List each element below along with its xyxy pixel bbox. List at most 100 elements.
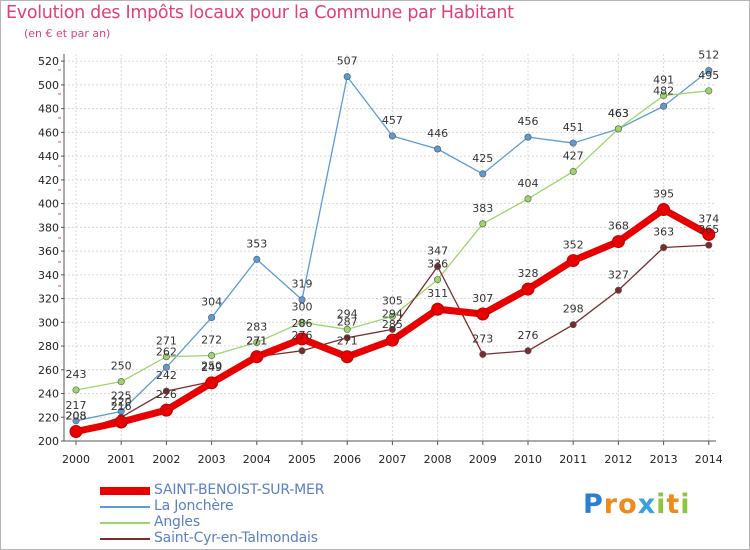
data-point-1: [72, 417, 80, 425]
data-point-1: [479, 170, 487, 178]
data-label-0: 216: [111, 400, 132, 413]
data-label-1: 425: [472, 152, 493, 165]
data-label-3: 276: [518, 329, 539, 342]
data-point-0: [250, 350, 264, 364]
data-point-3: [162, 387, 170, 395]
data-point-0: [431, 302, 445, 316]
data-label-0: 249: [201, 361, 222, 374]
x-tick-label: 2005: [288, 453, 316, 466]
x-tick-label: 2003: [198, 453, 226, 466]
data-point-0: [159, 403, 173, 417]
x-tick-label: 2007: [378, 453, 406, 466]
data-label-2: 243: [66, 368, 87, 381]
y-tick-label: 500: [38, 79, 59, 92]
data-label-1: 262: [156, 345, 177, 358]
data-point-0: [69, 425, 83, 439]
data-label-3: 242: [156, 369, 177, 382]
data-point-2: [705, 87, 713, 95]
data-point-1: [162, 363, 170, 371]
data-point-0: [205, 376, 219, 390]
y-tick-label: 200: [38, 435, 59, 448]
data-label-2: 463: [608, 107, 629, 120]
data-label-0: 395: [653, 188, 674, 201]
data-label-0: 311: [427, 287, 448, 300]
data-label-2: 305: [382, 294, 403, 307]
data-point-2: [524, 195, 532, 203]
logo-letter: r: [603, 489, 619, 520]
data-label-0: 374: [698, 212, 719, 225]
data-label-2: 250: [111, 360, 132, 373]
data-label-2: 383: [472, 202, 493, 215]
legend: SAINT-BENOIST-SUR-MER La Jonchère Angles Sa…: [100, 482, 500, 547]
data-label-1: 463: [608, 107, 629, 120]
data-label-1: 217: [66, 399, 87, 412]
x-tick-label: 2013: [650, 453, 678, 466]
data-point-2: [298, 318, 306, 326]
data-label-2: 427: [563, 150, 584, 163]
x-tick-label: 2012: [604, 453, 632, 466]
data-point-2: [117, 378, 125, 386]
data-label-2: 336: [427, 258, 448, 271]
logo-letter: t: [666, 489, 681, 520]
data-label-1: 319: [292, 278, 313, 291]
data-point-1: [524, 133, 532, 141]
data-point-2: [434, 276, 442, 284]
data-label-3: 327: [608, 268, 629, 281]
proxiti-logo: Proxiti: [583, 489, 691, 520]
y-tick-label: 460: [38, 126, 59, 139]
data-point-3: [388, 325, 396, 333]
x-tick-label: 2001: [107, 453, 135, 466]
legend-item: Angles: [100, 514, 500, 531]
y-tick-label: 360: [38, 245, 59, 258]
data-label-1: 353: [246, 237, 267, 250]
data-label-1: 456: [518, 115, 539, 128]
data-point-3: [614, 286, 622, 294]
data-label-0: 208: [66, 410, 87, 423]
data-point-3: [434, 263, 442, 271]
data-point-0: [295, 332, 309, 346]
data-point-1: [298, 296, 306, 304]
data-label-3: 298: [563, 303, 584, 316]
data-label-0: 328: [518, 267, 539, 280]
data-point-0: [476, 307, 490, 321]
x-tick-label: 2008: [424, 453, 452, 466]
data-point-3: [705, 241, 713, 249]
data-label-0: 352: [563, 239, 584, 252]
legend-swatch: [100, 522, 150, 524]
y-tick-label: 260: [38, 364, 59, 377]
data-point-0: [340, 350, 354, 364]
data-label-3: 287: [337, 316, 358, 329]
data-label-2: 283: [246, 320, 267, 333]
data-point-3: [343, 334, 351, 342]
data-label-1: 446: [427, 127, 448, 140]
logo-letter: i: [656, 489, 667, 520]
legend-label: Angles: [154, 514, 200, 530]
data-point-2: [614, 125, 622, 133]
data-label-0: 271: [337, 335, 358, 348]
data-point-3: [524, 347, 532, 355]
legend-label: Saint-Cyr-en-Talmondais: [154, 530, 318, 546]
data-point-2: [479, 220, 487, 228]
legend-item: La Jonchère: [100, 498, 500, 515]
data-label-1: 304: [201, 296, 222, 309]
data-label-1: 225: [111, 389, 132, 402]
data-point-2: [343, 325, 351, 333]
data-point-2: [660, 92, 668, 100]
data-point-1: [208, 314, 216, 322]
data-point-0: [611, 235, 625, 249]
legend-item: Saint-Cyr-en-Talmondais: [100, 530, 500, 547]
legend-swatch: [100, 538, 150, 540]
logo-letter: o: [618, 489, 638, 520]
y-tick-label: 440: [38, 150, 59, 163]
chart-title: Evolution des Impôts locaux pour la Comm…: [6, 3, 514, 23]
data-label-2: 271: [156, 335, 177, 348]
data-label-0: 286: [292, 317, 313, 330]
logo-letter: i: [680, 489, 691, 520]
x-tick-label: 2004: [243, 453, 271, 466]
logo-letter: x: [637, 489, 657, 520]
data-label-0: 307: [472, 292, 493, 305]
data-point-1: [569, 139, 577, 147]
data-label-2: 294: [337, 307, 358, 320]
data-point-0: [521, 282, 535, 296]
